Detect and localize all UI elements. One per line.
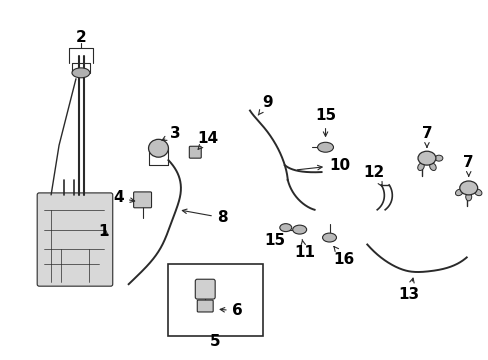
Ellipse shape <box>322 233 336 242</box>
Text: 9: 9 <box>258 95 273 115</box>
Text: 6: 6 <box>220 303 242 319</box>
FancyBboxPatch shape <box>195 279 215 299</box>
Text: 7: 7 <box>421 126 431 147</box>
Text: 7: 7 <box>463 155 473 176</box>
Ellipse shape <box>429 163 435 171</box>
Ellipse shape <box>434 155 442 161</box>
Text: 16: 16 <box>333 247 354 267</box>
FancyBboxPatch shape <box>133 192 151 208</box>
Ellipse shape <box>72 68 90 78</box>
Ellipse shape <box>454 189 462 195</box>
Text: 13: 13 <box>398 278 419 302</box>
Text: 12: 12 <box>363 165 384 186</box>
Ellipse shape <box>292 225 306 234</box>
Text: 8: 8 <box>182 209 227 225</box>
Ellipse shape <box>317 142 333 152</box>
Ellipse shape <box>473 189 481 195</box>
Text: 14: 14 <box>197 131 218 149</box>
Ellipse shape <box>417 151 435 165</box>
Text: 15: 15 <box>314 108 335 136</box>
FancyBboxPatch shape <box>37 193 113 286</box>
Text: 15: 15 <box>264 233 285 248</box>
Ellipse shape <box>459 181 477 195</box>
Ellipse shape <box>279 224 291 231</box>
Text: 5: 5 <box>209 334 220 349</box>
FancyBboxPatch shape <box>189 146 201 158</box>
Text: 4: 4 <box>113 190 134 205</box>
Ellipse shape <box>148 139 168 157</box>
Text: 3: 3 <box>162 126 181 141</box>
Bar <box>168 264 263 336</box>
Text: 2: 2 <box>76 30 86 45</box>
Text: 1: 1 <box>99 224 109 239</box>
Ellipse shape <box>417 163 424 171</box>
Text: 11: 11 <box>294 239 314 260</box>
Text: 10: 10 <box>297 158 349 172</box>
FancyBboxPatch shape <box>197 300 213 312</box>
Ellipse shape <box>465 193 471 201</box>
